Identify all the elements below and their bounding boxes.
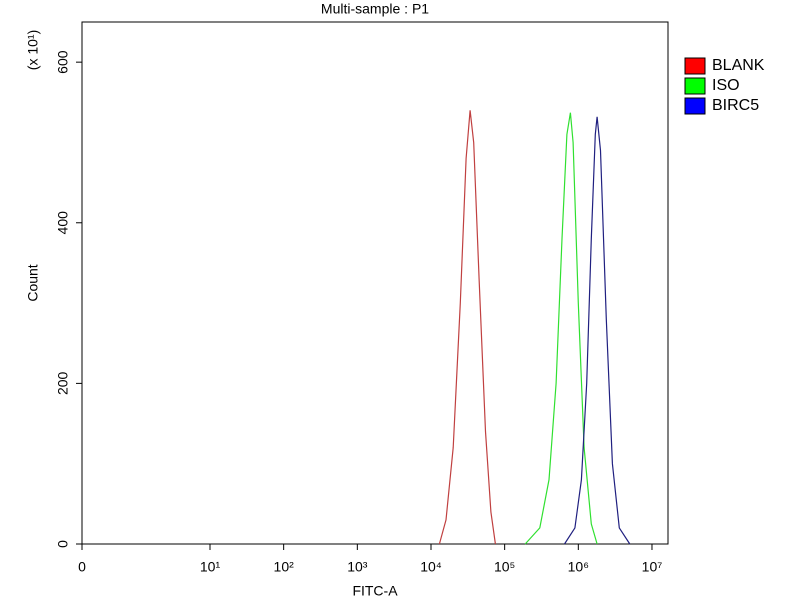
legend-swatch: [684, 97, 706, 115]
histogram-line: [524, 112, 598, 545]
legend-label: ISO: [712, 77, 740, 94]
histogram-line: [563, 116, 631, 545]
legend-label: BIRC5: [712, 97, 759, 114]
histogram-line: [438, 110, 496, 545]
x-tick-label: 10²: [274, 559, 295, 575]
x-tick-label: 10⁵: [494, 559, 515, 575]
plot-frame: [81, 21, 669, 545]
x-tick-label: 10³: [347, 559, 368, 575]
y-axis-multiplier: (x 10¹): [25, 30, 41, 70]
y-tick-label: 0: [55, 540, 71, 548]
x-tick-label: 10⁷: [642, 559, 663, 575]
y-tick-label: 600: [55, 50, 71, 74]
x-tick-label: 10¹: [200, 559, 221, 575]
y-axis-label: Count: [25, 264, 41, 301]
x-axis-label: FITC-A: [352, 583, 398, 599]
y-tick-label: 200: [55, 371, 71, 395]
x-tick-label: 10⁶: [568, 559, 589, 575]
legend-swatch: [684, 77, 706, 95]
chart-title: Multi-sample : P1: [321, 1, 429, 17]
y-tick-label: 400: [55, 211, 71, 235]
x-tick-label: 0: [78, 559, 86, 575]
legend-swatch: [684, 57, 706, 75]
legend-label: BLANK: [712, 57, 765, 74]
x-tick-label: 10⁴: [420, 559, 442, 575]
